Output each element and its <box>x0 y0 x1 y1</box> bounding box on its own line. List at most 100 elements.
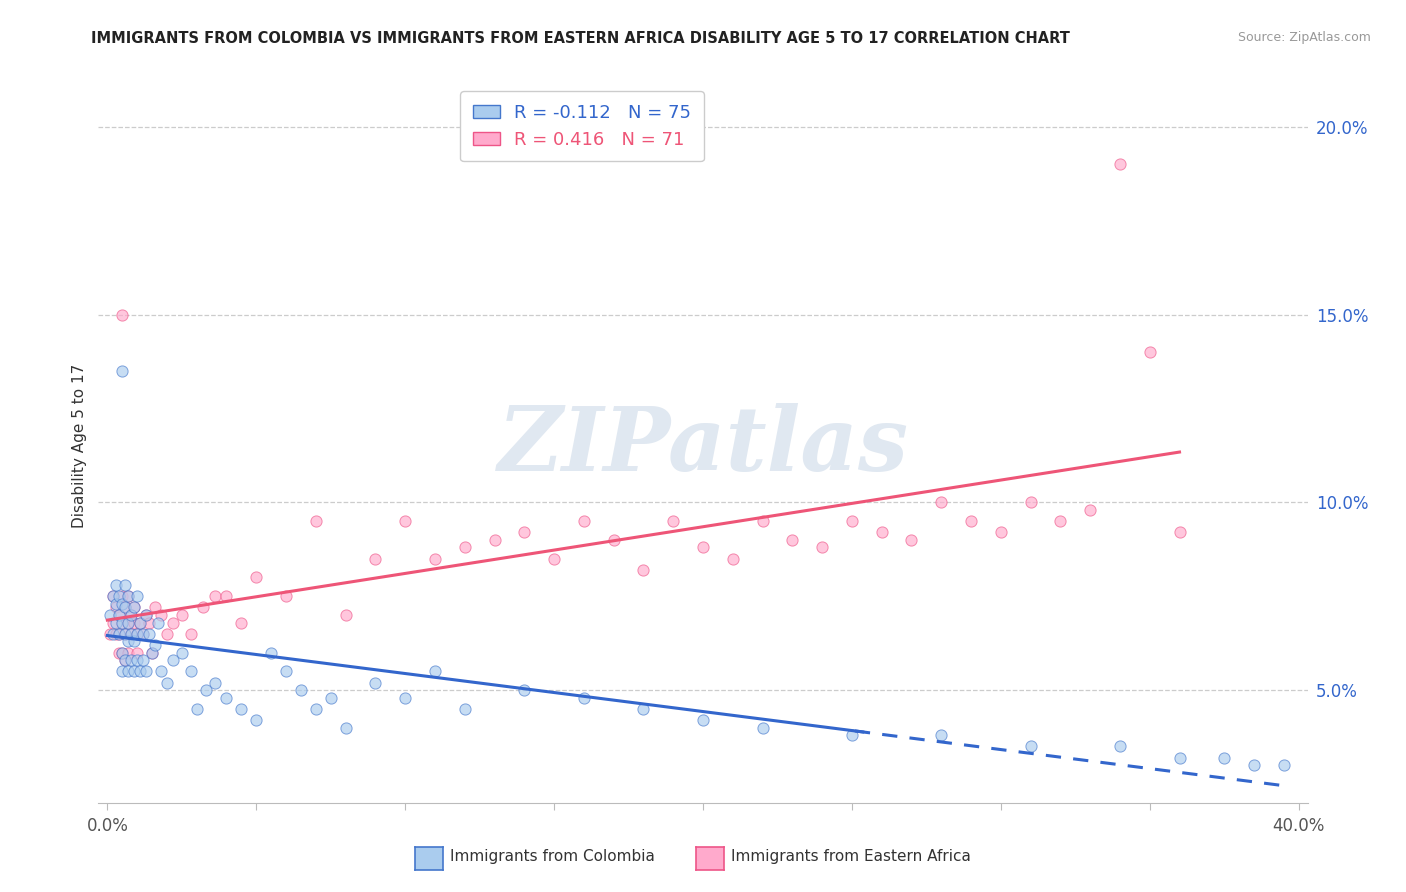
Point <box>811 541 834 555</box>
Point <box>111 646 134 660</box>
Point <box>105 578 128 592</box>
Text: Source: ZipAtlas.com: Source: ZipAtlas.com <box>1237 31 1371 45</box>
Point <box>122 615 145 630</box>
Point <box>782 533 804 547</box>
Point <box>1139 345 1161 359</box>
Point <box>103 589 125 603</box>
Point <box>751 514 773 528</box>
Point <box>215 589 238 603</box>
Point <box>132 627 155 641</box>
Point <box>929 495 952 509</box>
Point <box>114 600 136 615</box>
Point <box>170 646 193 660</box>
Point <box>103 615 125 630</box>
Point <box>103 589 125 603</box>
Legend: R = -0.112   N = 75, R = 0.416   N = 71: R = -0.112 N = 75, R = 0.416 N = 71 <box>460 91 704 161</box>
Point <box>513 525 536 540</box>
Point <box>186 702 208 716</box>
Point <box>633 563 655 577</box>
Text: Immigrants from Eastern Africa: Immigrants from Eastern Africa <box>731 849 972 864</box>
Point <box>98 607 121 622</box>
Point <box>114 627 136 641</box>
Point <box>633 702 655 716</box>
Point <box>117 615 139 630</box>
Point <box>117 634 139 648</box>
Point <box>305 514 328 528</box>
Point <box>141 646 163 660</box>
Point <box>111 589 134 603</box>
Point <box>1272 758 1295 772</box>
Point <box>117 646 139 660</box>
Text: Immigrants from Colombia: Immigrants from Colombia <box>450 849 655 864</box>
Point <box>127 589 149 603</box>
Point <box>364 675 387 690</box>
Point <box>135 607 157 622</box>
Point <box>127 627 149 641</box>
Point <box>98 627 121 641</box>
Point <box>122 665 145 679</box>
Point <box>117 615 139 630</box>
Point <box>194 683 217 698</box>
Point <box>122 600 145 615</box>
Point <box>122 634 145 648</box>
Text: IMMIGRANTS FROM COLOMBIA VS IMMIGRANTS FROM EASTERN AFRICA DISABILITY AGE 5 TO 1: IMMIGRANTS FROM COLOMBIA VS IMMIGRANTS F… <box>91 31 1070 46</box>
Point <box>751 721 773 735</box>
Point <box>191 600 214 615</box>
Point <box>117 589 139 603</box>
Point <box>543 551 565 566</box>
Point <box>132 653 155 667</box>
Point <box>215 690 238 705</box>
Point <box>149 607 172 622</box>
Point <box>319 690 342 705</box>
Point <box>127 627 149 641</box>
Point <box>1168 525 1191 540</box>
Point <box>692 541 714 555</box>
Point <box>114 653 136 667</box>
Point <box>335 721 357 735</box>
Point <box>231 615 253 630</box>
Point <box>114 627 136 641</box>
Point <box>111 308 134 322</box>
Point <box>105 627 128 641</box>
Point <box>105 615 128 630</box>
Point <box>1168 750 1191 764</box>
Point <box>111 597 134 611</box>
Point <box>335 607 357 622</box>
Point <box>105 600 128 615</box>
Point <box>274 665 297 679</box>
Point <box>138 615 160 630</box>
Point <box>572 690 595 705</box>
Point <box>127 646 149 660</box>
Point <box>394 690 416 705</box>
Point <box>120 653 142 667</box>
Point <box>602 533 624 547</box>
Point <box>105 597 128 611</box>
Point <box>960 514 983 528</box>
Point <box>454 541 477 555</box>
Point <box>122 600 145 615</box>
Point <box>513 683 536 698</box>
Point <box>870 525 893 540</box>
Point <box>1019 495 1042 509</box>
Point <box>394 514 416 528</box>
Point <box>120 607 142 622</box>
Point <box>143 600 166 615</box>
Point <box>721 551 744 566</box>
Point <box>245 713 267 727</box>
Point <box>1049 514 1071 528</box>
Point <box>180 627 202 641</box>
Point <box>129 615 152 630</box>
Point <box>1078 503 1101 517</box>
Point <box>111 615 134 630</box>
Point <box>929 728 952 742</box>
Point <box>990 525 1012 540</box>
Point <box>1243 758 1265 772</box>
Point <box>108 627 131 641</box>
Point <box>111 364 134 378</box>
Point <box>108 607 131 622</box>
Point <box>162 653 184 667</box>
Point <box>111 615 134 630</box>
Point <box>111 646 134 660</box>
Point <box>132 627 155 641</box>
Point <box>108 589 131 603</box>
